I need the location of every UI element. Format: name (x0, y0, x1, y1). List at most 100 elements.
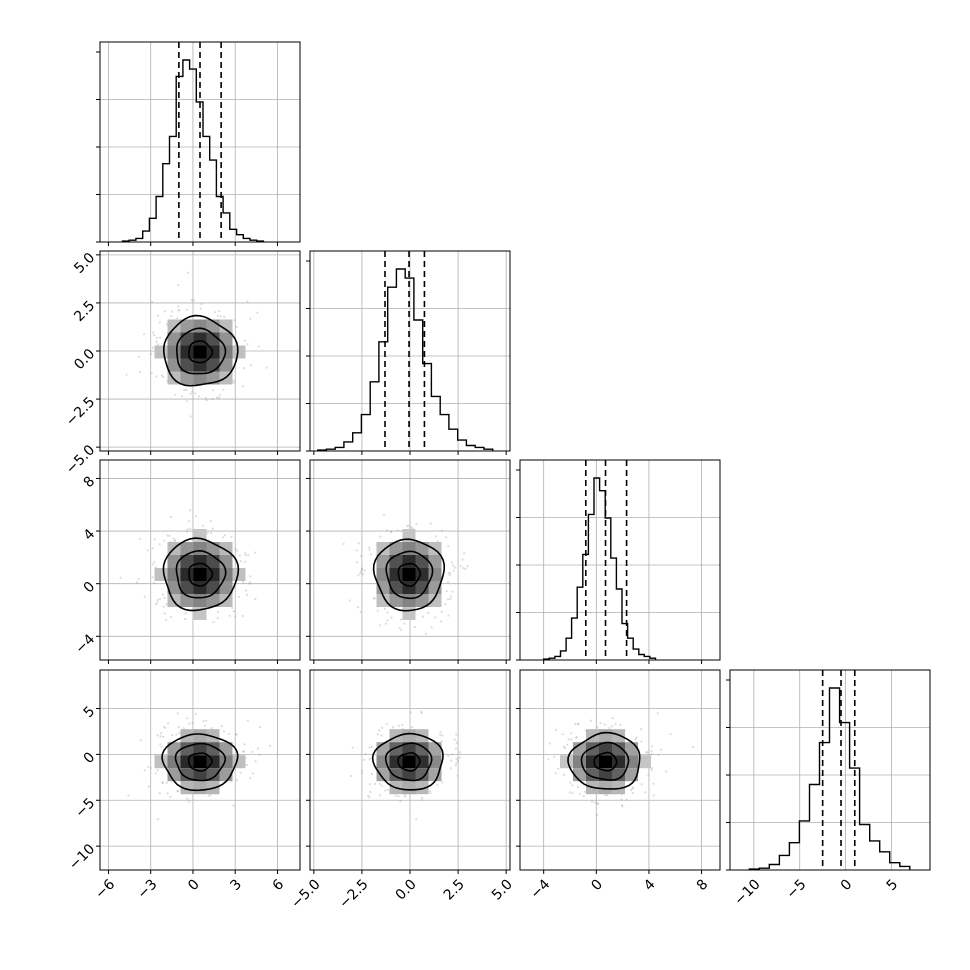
density-cell (180, 319, 194, 333)
x-tick-label: −10 (731, 876, 763, 908)
scatter-point (548, 742, 551, 745)
scatter-point (156, 769, 159, 772)
scatter-point (254, 598, 257, 601)
scatter-point (125, 373, 128, 376)
scatter-point (157, 817, 160, 821)
scatter-point (231, 606, 234, 609)
scatter-point (169, 315, 173, 318)
density-cell (573, 742, 586, 756)
scatter-point (178, 731, 181, 734)
scatter-panel-3-2 (306, 459, 511, 664)
scatter-point (454, 747, 457, 750)
scatter-point (189, 392, 192, 395)
scatter-point (382, 513, 386, 516)
scatter-point (256, 747, 259, 750)
scatter-point (228, 732, 231, 736)
y-tick-label: 5 (81, 704, 99, 722)
scatter-point (644, 791, 647, 794)
scatter-point (576, 785, 580, 789)
scatter-point (156, 314, 160, 317)
scatter-point (629, 789, 633, 792)
scatter-point (188, 722, 191, 725)
scatter-point (645, 751, 648, 754)
histogram-step-4 (748, 687, 911, 870)
scatter-point (351, 746, 354, 749)
scatter-point (397, 795, 400, 798)
scatter-point (547, 758, 550, 761)
scatter-point (180, 395, 183, 398)
scatter-point (439, 731, 442, 734)
y-tick-label: 8 (81, 473, 99, 491)
contour-line (371, 732, 444, 791)
scatter-point (590, 800, 594, 803)
scatter-point (232, 381, 235, 384)
scatter-point (189, 415, 192, 418)
scatter-points (127, 712, 271, 821)
density-cell (638, 755, 651, 769)
scatter-point (177, 284, 180, 287)
scatter-point (202, 720, 205, 723)
scatter-point (186, 308, 189, 311)
x-tick-label: −2.5 (336, 876, 371, 911)
scatter-point (218, 310, 221, 313)
scatter-point (265, 366, 268, 369)
scatter-point (597, 802, 600, 806)
scatter-point (221, 536, 224, 539)
y-tick-label: −5 (72, 795, 98, 821)
scatter-point (359, 610, 362, 614)
scatter-point (386, 611, 389, 614)
scatter-point (604, 794, 607, 797)
density-cell (167, 358, 181, 372)
scatter-point (165, 323, 168, 326)
scatter-point (451, 590, 454, 593)
density-cells (376, 529, 442, 620)
x-tick-label: 4 (641, 876, 659, 894)
scatter-point (464, 567, 467, 571)
scatter-point (223, 534, 226, 537)
x-tick-label: 2.5 (441, 876, 468, 903)
scatter-point (374, 782, 377, 786)
density-cell (389, 594, 403, 607)
scatter-point (249, 575, 252, 578)
scatter-points (125, 271, 268, 418)
density-cell (206, 594, 220, 607)
scatter-point (652, 782, 655, 785)
scatter-point (461, 558, 464, 561)
scatter-point (169, 615, 172, 619)
scatter-point (455, 741, 458, 744)
density-cell (402, 781, 416, 795)
scatter-point (355, 549, 358, 552)
hist-panel-3 (516, 459, 721, 664)
x-tick-label: 0.0 (393, 876, 420, 903)
density-cell (376, 581, 390, 594)
density-cell (167, 768, 181, 782)
density-cell (193, 729, 207, 743)
scatter-point (458, 756, 461, 759)
density-cell (232, 568, 246, 581)
scatter-point (357, 542, 360, 545)
scatter-point (239, 560, 242, 563)
scatter-point (360, 567, 363, 570)
density-cell (206, 729, 220, 743)
scatter-point (184, 612, 187, 615)
scatter-point (635, 736, 638, 739)
scatter-point (384, 789, 387, 792)
scatter-point (370, 772, 373, 776)
contour-line (162, 537, 240, 612)
contour-line (372, 538, 445, 612)
scatter-point (146, 549, 149, 552)
scatter-point (249, 364, 252, 367)
scatter-point (176, 790, 179, 793)
scatter-point (407, 524, 410, 527)
scatter-point (154, 566, 157, 569)
scatter-point (660, 748, 663, 751)
scatter-point (561, 733, 564, 736)
density-cell (586, 742, 599, 756)
scatter-point (192, 299, 195, 302)
x-tick-label: 0 (838, 876, 856, 894)
scatter-point (182, 727, 185, 730)
scatter-point (268, 744, 271, 747)
scatter-point (447, 581, 450, 584)
scatter-point (210, 727, 213, 730)
density-cell (232, 345, 246, 359)
